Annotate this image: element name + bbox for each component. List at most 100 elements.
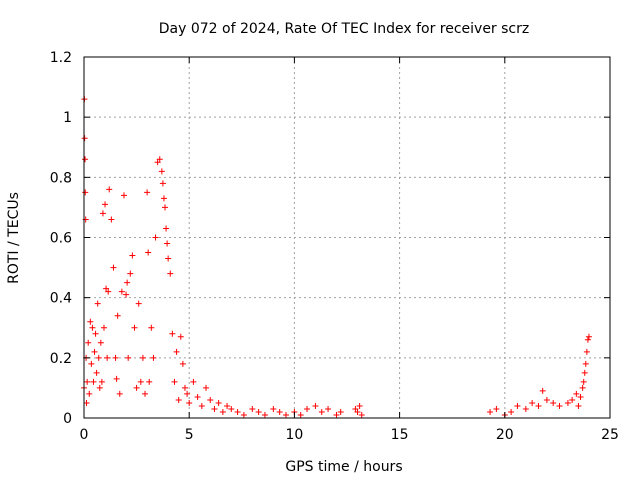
data-point <box>162 204 169 211</box>
data-point <box>584 336 591 343</box>
data-point <box>203 384 210 391</box>
data-point <box>86 390 93 397</box>
data-point <box>123 291 130 298</box>
data-point <box>137 378 144 385</box>
data-point <box>184 390 191 397</box>
data-point <box>169 330 176 337</box>
data-point <box>113 375 120 382</box>
data-point <box>120 192 127 199</box>
data-point <box>102 201 109 208</box>
data-point <box>522 405 529 412</box>
data-point <box>91 348 98 355</box>
data-point <box>94 300 101 307</box>
data-point <box>100 324 107 331</box>
data-point <box>581 369 588 376</box>
data-point <box>82 189 89 196</box>
y-tick-label: 1.2 <box>50 50 72 66</box>
data-point <box>207 396 214 403</box>
data-point <box>145 249 152 256</box>
data-point <box>148 324 155 331</box>
data-point <box>325 405 332 412</box>
data-point <box>165 255 172 262</box>
data-point <box>114 312 121 319</box>
x-axis-label: GPS time / hours <box>285 459 402 475</box>
data-point <box>81 135 88 142</box>
data-point <box>358 411 365 418</box>
data-point <box>582 360 589 367</box>
data-point <box>535 402 542 409</box>
data-point <box>186 399 193 406</box>
data-point <box>89 324 96 331</box>
data-point <box>573 390 580 397</box>
data-point <box>97 339 104 346</box>
data-point <box>282 411 289 418</box>
data-point <box>198 402 205 409</box>
x-tick-label: 15 <box>391 427 409 443</box>
data-point <box>487 408 494 415</box>
data-point <box>127 270 134 277</box>
data-point <box>564 399 571 406</box>
data-point <box>133 384 140 391</box>
data-point <box>219 408 226 415</box>
data-point <box>116 390 123 397</box>
data-point <box>150 354 157 361</box>
data-point <box>177 333 184 340</box>
data-point <box>556 402 563 409</box>
data-point <box>297 411 304 418</box>
data-point <box>543 396 550 403</box>
data-point <box>550 399 557 406</box>
data-point <box>249 405 256 412</box>
data-point <box>108 216 115 223</box>
data-point <box>95 354 102 361</box>
y-axis-label: ROTI / TECUs <box>6 192 22 284</box>
data-point <box>312 402 319 409</box>
data-point <box>508 408 515 415</box>
data-point <box>142 390 149 397</box>
gridlines <box>84 57 610 418</box>
y-tick-label: 0.4 <box>50 291 72 307</box>
data-point <box>84 378 91 385</box>
axes: 0 5 10 15 20 25 0 0.2 0.4 0.6 0.8 1 1.2 <box>50 50 619 443</box>
data-point <box>514 402 521 409</box>
data-point <box>579 384 586 391</box>
data-point <box>224 402 231 409</box>
data-point <box>190 378 197 385</box>
data-point <box>105 288 112 295</box>
data-point <box>110 264 117 271</box>
data-point <box>158 168 165 175</box>
data-point <box>146 378 153 385</box>
data-point <box>83 399 90 406</box>
data-point <box>583 348 590 355</box>
data-point <box>569 396 576 403</box>
data-point <box>156 156 163 163</box>
data-point <box>171 378 178 385</box>
data-point <box>493 405 500 412</box>
data-point <box>163 225 170 232</box>
data-point <box>144 189 151 196</box>
data-point <box>173 348 180 355</box>
x-tick-label: 20 <box>496 427 514 443</box>
data-point <box>103 285 110 292</box>
data-point <box>580 378 587 385</box>
x-tick-label: 5 <box>185 427 194 443</box>
data-point <box>270 405 277 412</box>
data-point <box>85 339 92 346</box>
data-point <box>164 240 171 247</box>
data-point <box>211 405 218 412</box>
data-point <box>159 180 166 187</box>
data-point <box>333 411 340 418</box>
data-point <box>356 402 363 409</box>
data-point <box>354 408 361 415</box>
data-point <box>352 405 359 412</box>
data-point <box>154 159 161 166</box>
data-point <box>276 408 283 415</box>
data-point <box>125 354 132 361</box>
data-point <box>98 378 105 385</box>
data-point <box>93 369 100 376</box>
data-point <box>135 300 142 307</box>
data-point <box>240 411 247 418</box>
y-tick-label: 1 <box>63 110 72 126</box>
data-point <box>228 405 235 412</box>
data-point <box>575 402 582 409</box>
